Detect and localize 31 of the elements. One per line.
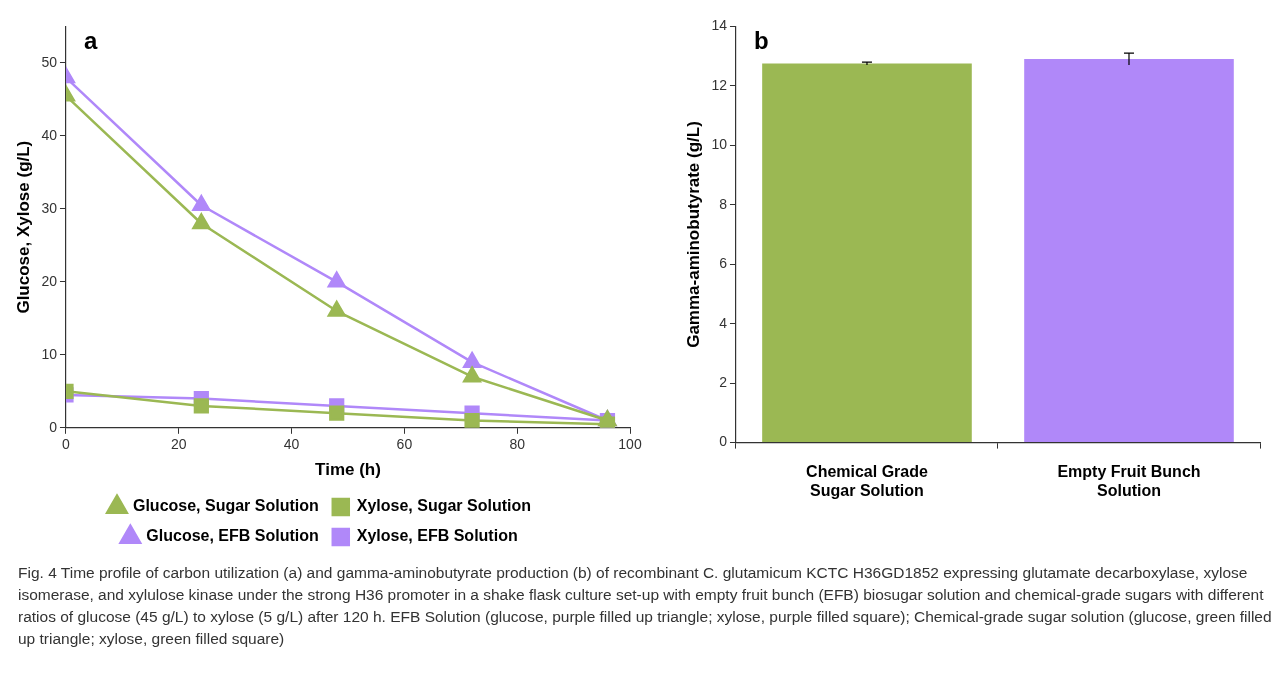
y-tick-label: 20	[41, 272, 58, 289]
x-tick-label: Empty Fruit Bunch Solution	[1057, 462, 1201, 499]
x-tick-label: 0	[62, 436, 71, 453]
y-tick-label: 10	[41, 345, 58, 362]
y-tick-label: 14	[711, 17, 728, 34]
y-tick-label: 6	[719, 255, 728, 272]
chart-title: a	[83, 27, 98, 55]
chart-title: b	[753, 27, 769, 55]
y-tick-label: 4	[719, 314, 728, 331]
y-tick-label: 2	[719, 374, 728, 390]
y-tick-label: 30	[41, 199, 58, 216]
legend-label: Xylose, Sugar Solution	[356, 497, 532, 515]
y-tick-label: 50	[41, 53, 58, 70]
legend-label: Glucose, EFB Solution	[146, 527, 319, 545]
x-tick-label: 40	[283, 436, 300, 453]
x-tick-label: 60	[396, 436, 413, 453]
y-tick-label: 10	[711, 136, 728, 153]
y-tick-label: 0	[49, 418, 58, 435]
x-tick-label: Chemical Grade Sugar Solution	[806, 462, 928, 499]
x-tick-label: 80	[509, 436, 526, 453]
x-axis-title: Time (h)	[315, 460, 381, 480]
y-axis-title: Gamma-aminobutyrate (g/L)	[683, 121, 703, 348]
x-tick-label: 100	[618, 436, 642, 453]
caption: Fig. 4 Time profile of carbon utilization (a) and gamma-aminobutyrate production (b) of recombinant C. glutamicum KCTC H36GD1852 expressing glutamate decarboxylase, xylose isomerase, and xylulose kinase under the strong H36 promoter in a shake flask culture set-up with empty fruit bunch (EFB) biosugar solution and chemical-grade sugars with different ratios of glucose (45 g/L) to xylose (5 g/L) after 120 h. EFB Solution (glucose, purple filled up triangle; xylose, purple filled square); Chemical-grade sugar solution (glucose, green filled up triangle; xylose, green filled square)	[18, 563, 1273, 649]
y-tick-label: 40	[41, 126, 58, 143]
legend-label: Xylose, EFB Solution	[356, 527, 518, 545]
x-tick-label: 20	[170, 436, 187, 453]
y-tick-label: 12	[711, 76, 728, 93]
y-axis-title: Glucose, Xylose (g/L)	[13, 140, 33, 314]
y-tick-label: 8	[719, 195, 728, 212]
legend-label: Glucose, Sugar Solution	[132, 497, 319, 515]
